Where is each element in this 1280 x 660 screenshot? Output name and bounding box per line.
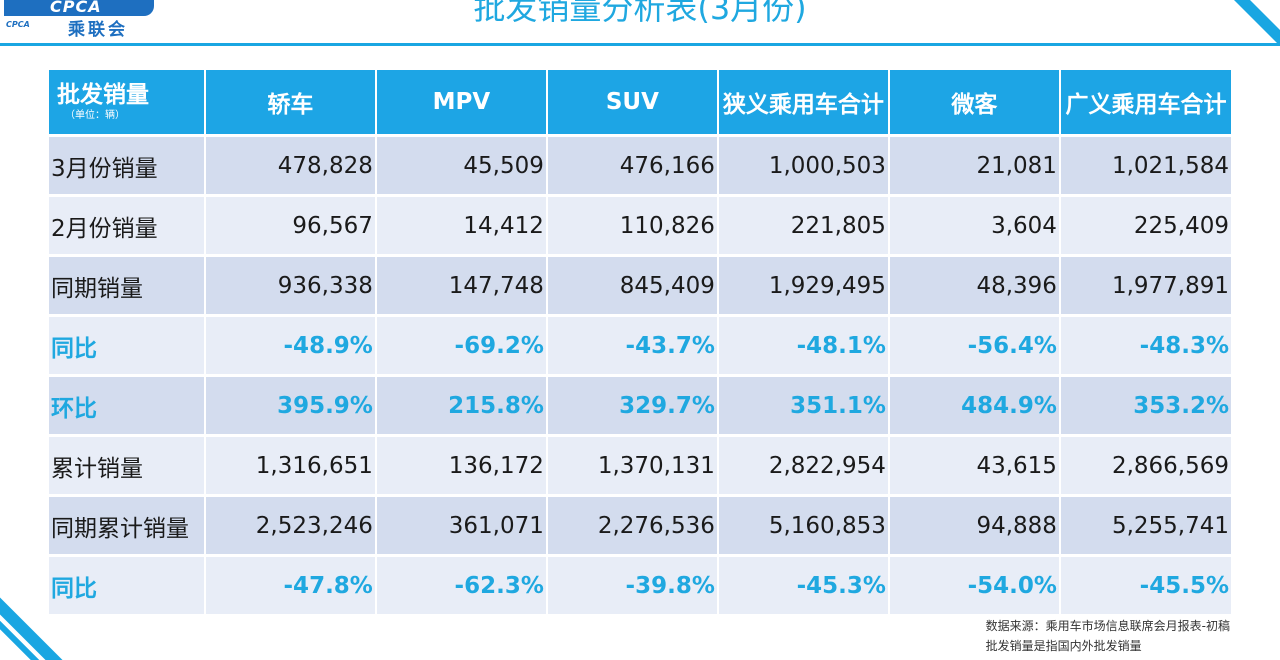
logo-mark: CPCA	[4, 0, 154, 16]
row-label: 同期累计销量	[49, 495, 206, 557]
table-cell: 48,396	[888, 255, 1061, 317]
header-unit-label: （单位：辆）	[65, 109, 125, 121]
header-cell-narrow-total: 狭义乘用车合计	[717, 70, 890, 137]
table-cell: 147,748	[375, 255, 548, 317]
table-row: 同期累计销量 2,523,246 361,071 2,276,536 5,160…	[49, 495, 1231, 557]
table-row: 累计销量 1,316,651 136,172 1,370,131 2,822,9…	[49, 435, 1231, 497]
table-cell: 1,021,584	[1059, 135, 1231, 197]
table-row: 2月份销量 96,567 14,412 110,826 221,805 3,60…	[49, 195, 1231, 257]
table-row: 同比 -48.9% -69.2% -43.7% -48.1% -56.4% -4…	[49, 315, 1231, 377]
table-cell: 478,828	[204, 135, 377, 197]
table-cell: 225,409	[1059, 195, 1231, 257]
header-cell-sedan: 轿车	[204, 70, 377, 137]
header-divider	[0, 43, 1280, 46]
table-cell: -56.4%	[888, 315, 1061, 377]
table-cell: 5,160,853	[717, 495, 890, 557]
table-cell: 5,255,741	[1059, 495, 1231, 557]
table-row: 同比 -47.8% -62.3% -39.8% -45.3% -54.0% -4…	[49, 555, 1231, 617]
row-label: 环比	[49, 375, 206, 437]
table-cell: -45.5%	[1059, 555, 1231, 617]
row-label: 累计销量	[49, 435, 206, 497]
table-cell: 221,805	[717, 195, 890, 257]
table-row: 同期销量 936,338 147,748 845,409 1,929,495 4…	[49, 255, 1231, 317]
table-cell: 484.9%	[888, 375, 1061, 437]
table-cell: 845,409	[546, 255, 719, 317]
table-cell: 110,826	[546, 195, 719, 257]
table-cell: -39.8%	[546, 555, 719, 617]
header-cell-broad-total: 广义乘用车合计	[1059, 70, 1231, 137]
table-cell: 2,276,536	[546, 495, 719, 557]
table-row: 环比 395.9% 215.8% 329.7% 351.1% 484.9% 35…	[49, 375, 1231, 437]
data-source-note: 数据来源：乘用车市场信息联席会月报表-初稿	[985, 619, 1230, 633]
table-cell: 1,316,651	[204, 435, 377, 497]
table-cell: 936,338	[204, 255, 377, 317]
row-label: 2月份销量	[49, 195, 206, 257]
table-cell: 96,567	[204, 195, 377, 257]
row-label: 同期销量	[49, 255, 206, 317]
wholesale-sales-table: 批发销量 （单位：辆） 轿车 MPV SUV 狭义乘用车合计 微客 广义乘用车合…	[49, 70, 1231, 617]
table-cell: 43,615	[888, 435, 1061, 497]
table-cell: 3,604	[888, 195, 1061, 257]
table-cell: 1,370,131	[546, 435, 719, 497]
corner-decoration-top-right-inner	[1250, 0, 1280, 30]
table-cell: -48.1%	[717, 315, 890, 377]
row-label: 同比	[49, 315, 206, 377]
table-cell: -47.8%	[204, 555, 377, 617]
table-cell: -45.3%	[717, 555, 890, 617]
table-cell: 215.8%	[375, 375, 548, 437]
header-cell-mpv: MPV	[375, 70, 548, 137]
table-cell: 1,929,495	[717, 255, 890, 317]
table-cell: 395.9%	[204, 375, 377, 437]
table-cell: 45,509	[375, 135, 548, 197]
table-cell: 136,172	[375, 435, 548, 497]
cpca-logo: CPCA CPCA 乘联会	[4, 0, 154, 40]
header-cell-minivan: 微客	[888, 70, 1061, 137]
header-cell-metric: 批发销量 （单位：辆）	[49, 70, 206, 137]
table-cell: 2,523,246	[204, 495, 377, 557]
row-label: 同比	[49, 555, 206, 617]
table-cell: 351.1%	[717, 375, 890, 437]
table-row: 3月份销量 478,828 45,509 476,166 1,000,503 2…	[49, 135, 1231, 197]
logo-chinese-name: 乘联会	[68, 20, 128, 40]
table-cell: -43.7%	[546, 315, 719, 377]
logo-mark-text: CPCA	[50, 0, 102, 16]
row-label: 3月份销量	[49, 135, 206, 197]
table-cell: -48.3%	[1059, 315, 1231, 377]
table-cell: 14,412	[375, 195, 548, 257]
table-cell: 2,822,954	[717, 435, 890, 497]
table-cell: 329.7%	[546, 375, 719, 437]
header-cell-suv: SUV	[546, 70, 719, 137]
table-cell: -62.3%	[375, 555, 548, 617]
table-cell: -54.0%	[888, 555, 1061, 617]
table-cell: 2,866,569	[1059, 435, 1231, 497]
table-header-row: 批发销量 （单位：辆） 轿车 MPV SUV 狭义乘用车合计 微客 广义乘用车合…	[49, 70, 1231, 137]
definition-note: 批发销量是指国内外批发销量	[985, 639, 1142, 653]
table-cell: 476,166	[546, 135, 719, 197]
table-cell: 361,071	[375, 495, 548, 557]
table-cell: 353.2%	[1059, 375, 1231, 437]
footnotes: 数据来源：乘用车市场信息联席会月报表-初稿 批发销量是指国内外批发销量	[986, 616, 1230, 656]
table-cell: 1,000,503	[717, 135, 890, 197]
page-title: 批发销量分析表(3月份)	[473, 0, 807, 27]
logo-subtext: CPCA	[6, 20, 30, 29]
header-metric-label: 批发销量	[57, 81, 149, 108]
table-cell: -48.9%	[204, 315, 377, 377]
table-cell: 21,081	[888, 135, 1061, 197]
table-cell: -69.2%	[375, 315, 548, 377]
table-cell: 1,977,891	[1059, 255, 1231, 317]
table-cell: 94,888	[888, 495, 1061, 557]
